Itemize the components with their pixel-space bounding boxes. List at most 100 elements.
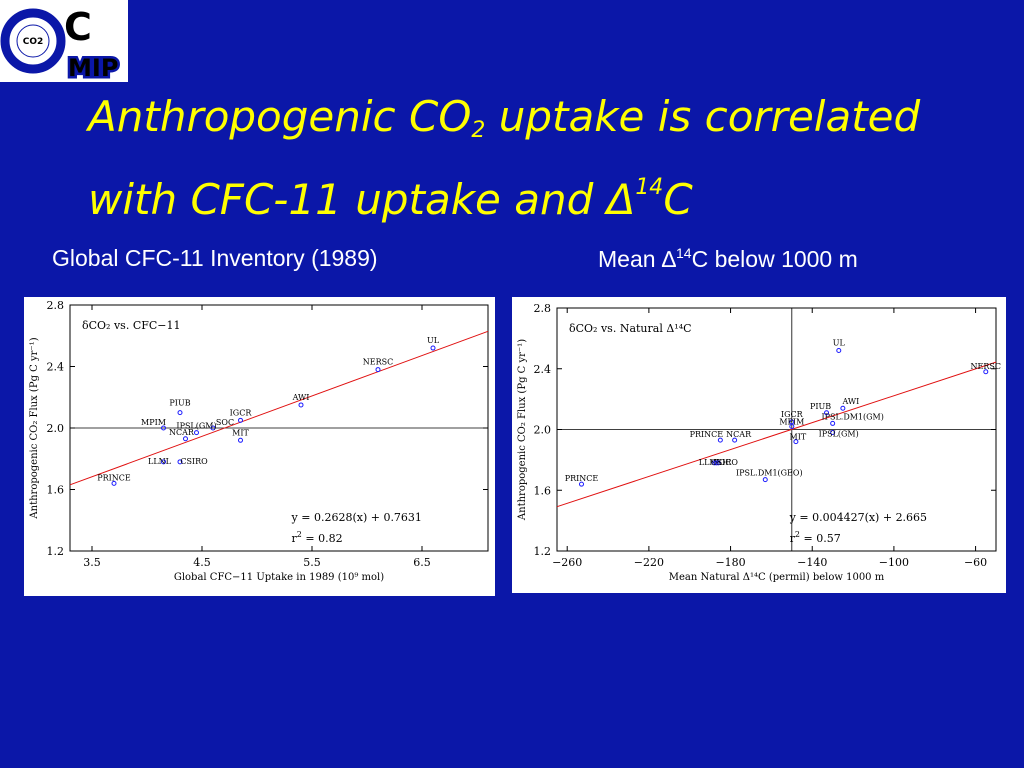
- cfc11-point: [177, 410, 183, 416]
- title-text-d: C: [663, 175, 693, 224]
- logo-letters-mip: MIP: [68, 54, 118, 82]
- c14-point: [793, 439, 799, 445]
- caption-right-prefix: Mean ∆: [598, 246, 676, 272]
- cfc11-annotation: δCO₂ vs. CFC−11: [82, 319, 181, 332]
- chart-cfc11-svg: 1.2 1.6 2.0 2.4 2.8 3.5 4.5 5.5 6.5 UL NERSC AWI IGC…: [29, 299, 489, 583]
- c14-point: [840, 405, 846, 411]
- chart-c14-svg: 1.2 1.6 2.0 2.4 2.8 −260 −220 −180 −140 −100 −60 UL…: [517, 302, 1001, 583]
- cfc11-ytick-label: 2.4: [47, 361, 65, 374]
- cfc11-point: [161, 459, 166, 465]
- title-superscript: 14: [635, 175, 664, 200]
- cfc11-point-label: NERSC: [363, 358, 393, 367]
- c14-point: [732, 437, 738, 443]
- cfc11-point: [161, 425, 166, 431]
- cfc11-point-label: IPSL(GM): [176, 422, 216, 431]
- c14-point-label: MIT: [790, 433, 807, 442]
- c14-y-axis-label: Anthropogenic CO₂ Flux (Pg C yr⁻¹): [517, 339, 528, 521]
- title-text-b: uptake is correlated: [485, 92, 921, 141]
- cfc11-point: [210, 425, 216, 431]
- c14-point: [717, 437, 723, 443]
- c14-point: [762, 477, 768, 483]
- c14-xtick-label: −220: [634, 556, 664, 569]
- c14-point-label: IPSL(GM): [819, 430, 859, 439]
- cfc11-point-label: UL: [427, 336, 440, 345]
- c14-ytick-label: 1.2: [534, 545, 552, 558]
- c14-point-label: MPIM: [779, 417, 804, 426]
- c14-fit-line: [556, 361, 997, 508]
- c14-xtick-label: −260: [552, 556, 582, 569]
- c14-point-label: CSIRO: [711, 458, 739, 467]
- c14-point: [983, 369, 989, 375]
- cfc11-xtick-label: 3.5: [83, 556, 101, 569]
- cfc11-xtick-label: 6.5: [413, 556, 431, 569]
- cfc11-point: [298, 402, 304, 408]
- cfc11-point-label: PRINCE: [97, 473, 131, 482]
- c14-point: [789, 419, 795, 425]
- chart-c14: 1.2 1.6 2.0 2.4 2.8 −260 −220 −180 −140 −100 −60 UL…: [512, 297, 1006, 593]
- c14-point-label: LLNL: [699, 458, 723, 467]
- c14-point-label: IPSL.DM1(GM): [821, 412, 883, 421]
- c14-point-label: NERSC: [971, 362, 1001, 371]
- c14-equation: y = 0.004427(x) + 2.665: [789, 511, 927, 524]
- slide-title: Anthropogenic CO2 uptake is correlated w…: [88, 88, 988, 228]
- c14-point-label: SOC: [713, 458, 731, 467]
- cfc11-fit-line: [69, 330, 489, 486]
- c14-point: [824, 410, 830, 416]
- cfc11-point: [194, 430, 199, 436]
- c14-point: [713, 460, 719, 466]
- title-subscript: 2: [471, 118, 486, 143]
- cfc11-xtick-label: 4.5: [193, 556, 211, 569]
- c14-r2: r2 = 0.57: [790, 530, 841, 545]
- chart-cfc11: 1.2 1.6 2.0 2.4 2.8 3.5 4.5 5.5 6.5 UL NERSC AWI IGC…: [24, 297, 495, 596]
- cfc11-point: [238, 417, 243, 423]
- c14-annotation: δCO₂ vs. Natural Δ¹⁴C: [569, 322, 692, 335]
- cfc11-point-label: AWI: [292, 393, 310, 402]
- cfc11-point-label: LLNL: [148, 457, 172, 466]
- c14-point: [830, 420, 836, 426]
- logo-badge: CO2: [23, 37, 44, 47]
- title-text-c: with CFC-11 uptake and Δ: [88, 175, 636, 224]
- logo-letter-c: C: [64, 5, 92, 49]
- cfc11-x-axis-label: Global CFC−11 Uptake in 1989 (10⁹ mol): [174, 572, 384, 583]
- cfc11-point-label: SOC: [216, 418, 234, 427]
- caption-left: Global CFC-11 Inventory (1989): [52, 245, 378, 271]
- c14-point: [789, 423, 795, 429]
- caption-right-suffix: C below 1000 m: [691, 246, 858, 272]
- cfc11-point-label: IGCR: [230, 408, 253, 417]
- cfc11-point-label: CSIRO: [180, 457, 208, 466]
- c14-point-label: PRINCE: [565, 474, 599, 483]
- c14-point: [830, 430, 836, 436]
- c14-xtick-label: −100: [879, 556, 909, 569]
- c14-point-label: IPSL.DM1(GEO): [736, 469, 803, 478]
- title-line-2: with CFC-11 uptake and Δ14C: [88, 159, 988, 228]
- title-line-1: Anthropogenic CO2 uptake is correlated: [88, 88, 988, 159]
- c14-point: [579, 481, 585, 487]
- c14-point-label: UL: [833, 339, 846, 348]
- c14-point: [836, 348, 842, 354]
- c14-xtick-label: −140: [797, 556, 827, 569]
- c14-x-axis-label: Mean Natural Δ¹⁴C (permil) below 1000 m: [669, 572, 885, 583]
- ocmip-logo: CO2 C MIP: [0, 0, 128, 85]
- c14-point-label: PRINCE: [690, 430, 724, 439]
- ocmip-logo-graphic: CO2 C MIP: [0, 5, 121, 85]
- cfc11-equation: y = 0.2628(x) + 0.7631: [291, 511, 422, 524]
- cfc11-ytick-label: 1.2: [47, 545, 65, 558]
- cfc11-ytick-label: 2.8: [47, 299, 65, 312]
- cfc11-point: [238, 437, 243, 443]
- c14-xtick-label: −60: [964, 556, 987, 569]
- c14-ytick-label: 2.8: [534, 302, 552, 315]
- c14-ytick-label: 2.4: [534, 363, 552, 376]
- cfc11-y-axis-label: Anthropogenic CO₂ Flux (Pg C yr⁻¹): [29, 337, 40, 519]
- cfc11-point: [183, 436, 188, 442]
- cfc11-point-label: NCAR: [169, 428, 195, 437]
- c14-point: [715, 460, 721, 466]
- cfc11-r2: r2 = 0.82: [292, 530, 343, 545]
- cfc11-ytick-label: 2.0: [47, 422, 65, 435]
- title-text-a: Anthropogenic CO: [88, 92, 472, 141]
- cfc11-ytick-label: 1.6: [47, 484, 65, 497]
- c14-ytick-label: 1.6: [534, 484, 552, 497]
- c14-point-label: IGCR: [781, 410, 804, 419]
- cfc11-point: [375, 367, 381, 373]
- cfc11-xtick-label: 5.5: [303, 556, 321, 569]
- cfc11-point-label: MPIM: [141, 418, 166, 427]
